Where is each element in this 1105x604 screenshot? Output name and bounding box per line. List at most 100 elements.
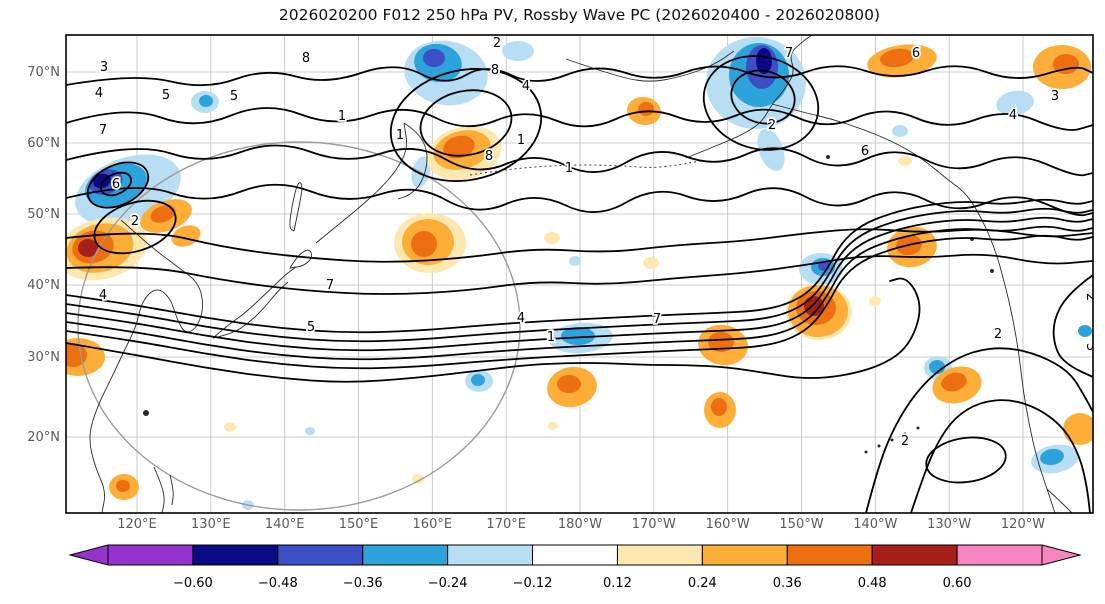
island-dot xyxy=(826,155,830,159)
contour-label: 8 xyxy=(485,149,493,164)
coastline xyxy=(153,466,165,513)
contour-label: 7 xyxy=(326,278,334,293)
y-tick-label: 40°N xyxy=(27,278,60,293)
anomaly-shade xyxy=(544,232,560,244)
anomaly-shade xyxy=(411,231,437,257)
contour-line xyxy=(66,225,1093,361)
x-tick-label: 180°W xyxy=(558,517,602,532)
anomaly-shade xyxy=(548,422,558,430)
anomaly-shade xyxy=(1078,325,1092,337)
coastline xyxy=(89,219,203,513)
anomaly-shade xyxy=(557,375,581,393)
colorbar-tick-label: 0.36 xyxy=(773,576,802,591)
contour-label: 5 xyxy=(307,320,315,335)
contour-label: 8 xyxy=(491,63,499,78)
contour-label: 6 xyxy=(112,177,120,192)
contour-label: 8 xyxy=(302,51,310,66)
anomaly-shade xyxy=(224,422,236,432)
anomaly-shade xyxy=(423,49,445,67)
colorbar-segment xyxy=(362,544,449,566)
anomaly-shade xyxy=(929,360,945,374)
anomaly-shade xyxy=(78,239,98,257)
x-tick-label: 120°E xyxy=(117,517,157,532)
colorbar-tick-label: 0.48 xyxy=(858,576,887,591)
contour-label: 2 xyxy=(131,214,139,229)
y-tick-label: 30°N xyxy=(27,350,60,365)
island-dot xyxy=(143,410,149,416)
coastline xyxy=(169,474,174,506)
contour-label: 3 xyxy=(1051,89,1059,104)
anomaly-shade xyxy=(199,95,213,107)
colorbar-segment xyxy=(956,544,1043,566)
anomaly-shade xyxy=(471,374,485,386)
x-tick-label: 130°W xyxy=(927,517,971,532)
contour-label: 4 xyxy=(517,311,525,326)
colorbar-tick-label: −0.60 xyxy=(173,576,213,591)
anomaly-shade xyxy=(892,125,908,137)
anomaly-shade xyxy=(561,327,595,345)
contour-line xyxy=(66,216,1093,352)
contour-line xyxy=(1052,274,1093,378)
colorbar-arrow-right xyxy=(1041,544,1082,566)
x-tick-label: 160°W xyxy=(706,517,750,532)
contour-line xyxy=(66,253,1093,295)
contour-line xyxy=(66,207,1093,343)
x-tick-label: 120°W xyxy=(1001,517,1045,532)
x-tick-label: 140°E xyxy=(265,517,305,532)
contour-loop xyxy=(86,161,150,209)
colorbar-segment xyxy=(532,544,618,566)
contour-label: 1 xyxy=(396,128,404,143)
contour-label: 6 xyxy=(861,144,869,159)
anomaly-shade xyxy=(756,48,772,74)
anomaly-shade xyxy=(711,398,727,416)
anomaly-shade xyxy=(1053,54,1079,74)
contour-loop xyxy=(702,55,820,151)
contour-line xyxy=(910,399,1091,513)
colorbar-segment xyxy=(107,544,194,566)
coastline xyxy=(397,122,428,200)
x-tick-label: 170°E xyxy=(486,517,526,532)
colorbar-tick-label: −0.24 xyxy=(428,576,468,591)
colorbar-segment xyxy=(277,544,364,566)
contour-loop xyxy=(419,89,513,157)
x-tick-label: 170°W xyxy=(632,517,676,532)
contour-loop xyxy=(99,171,133,197)
contour-label: 2 xyxy=(994,327,1002,342)
anomaly-shade xyxy=(443,135,475,159)
coastline xyxy=(289,182,303,232)
contour-label: 1 xyxy=(517,133,525,148)
coastline xyxy=(1046,488,1073,513)
anomaly-shade xyxy=(880,48,914,68)
x-tick-label: 150°W xyxy=(779,517,823,532)
colorbar-tick-label: −0.36 xyxy=(343,576,383,591)
island-dot xyxy=(890,438,894,442)
anomaly-shade xyxy=(643,257,659,269)
contour-label: 7 xyxy=(653,312,661,327)
contour-loop xyxy=(389,68,543,182)
coastline xyxy=(685,35,813,159)
contour-label: 7 xyxy=(785,46,793,61)
contour-loop xyxy=(93,199,177,255)
contour-label: 1 xyxy=(565,161,573,176)
x-tick-label: 150°E xyxy=(339,517,379,532)
y-tick-label: 20°N xyxy=(27,430,60,445)
contour-loop xyxy=(925,436,1007,484)
island-dot xyxy=(877,444,881,448)
anomaly-shade xyxy=(869,296,881,306)
colorbar-segment xyxy=(447,544,534,566)
colorbar-tick-label: −0.48 xyxy=(258,576,298,591)
anomaly-shade xyxy=(305,427,315,435)
contour-label: 2 xyxy=(1083,293,1098,301)
x-tick-label: 160°E xyxy=(413,517,453,532)
colorbar-tick-label: −0.12 xyxy=(513,576,553,591)
anomaly-shade xyxy=(804,296,824,316)
anomaly-shade xyxy=(502,41,534,61)
anomaly-shade xyxy=(996,90,1034,116)
verification-circle xyxy=(77,141,521,511)
anomaly-shade xyxy=(941,372,967,392)
plot-frame xyxy=(65,34,1094,514)
anomaly-shade xyxy=(171,225,201,247)
anomaly-shade xyxy=(412,474,424,484)
colorbar-arrow-left xyxy=(68,544,109,566)
coastline xyxy=(212,266,297,339)
